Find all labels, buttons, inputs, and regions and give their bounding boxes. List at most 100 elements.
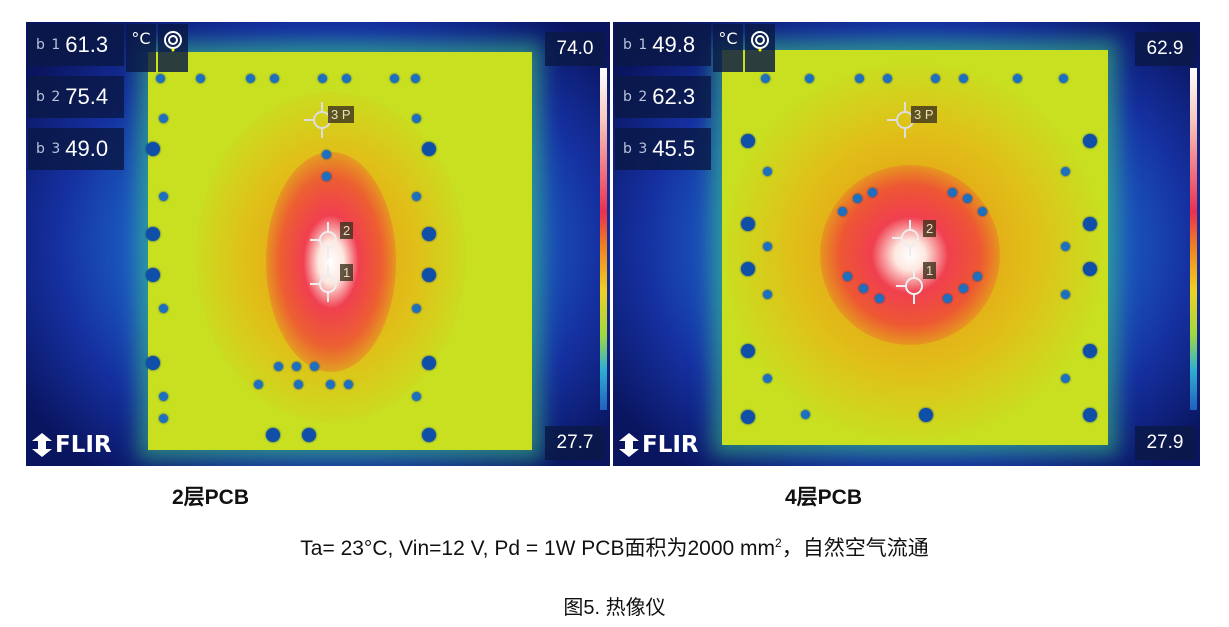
readout-value: 49.8 [652, 32, 696, 57]
via-hole [1083, 134, 1097, 148]
via-hole [254, 380, 263, 389]
via-hole [859, 284, 868, 293]
flir-logo: FLIR [619, 432, 699, 458]
marker-label-1: 1 [923, 262, 937, 279]
test-conditions: Ta= 23°C, Vin=12 V, Pd = 1W PCB面积为2000 m… [0, 532, 1229, 562]
via-hole [422, 356, 436, 370]
marker-label-3p: 3 P [328, 106, 354, 123]
via-hole [741, 262, 755, 276]
hotspot [266, 152, 396, 372]
via-hole [763, 167, 772, 176]
flir-logo-text: FLIR [642, 432, 699, 458]
unit-label: °C [713, 24, 743, 72]
readout-tag: b 1 [623, 37, 649, 53]
via-hole [805, 74, 814, 83]
readout-b2: b 2 62.3 [615, 76, 711, 118]
readout-tag: b 2 [623, 89, 649, 105]
via-hole [763, 290, 772, 299]
conditions-superscript: 2 [775, 536, 782, 550]
via-hole [919, 408, 933, 422]
via-hole [963, 194, 972, 203]
via-hole [159, 392, 168, 401]
marker-label-1: 1 [340, 264, 354, 281]
via-hole [868, 188, 877, 197]
readout-tag: b 1 [36, 37, 62, 53]
via-hole [196, 74, 205, 83]
via-hole [246, 74, 255, 83]
readout-tag: b 3 [36, 141, 62, 157]
via-hole [741, 217, 755, 231]
readout-value: 75.4 [65, 84, 109, 109]
via-hole [741, 410, 755, 424]
via-hole [931, 74, 940, 83]
flir-logo-icon [32, 433, 52, 457]
marker-label-2: 2 [340, 222, 354, 239]
via-hole [1083, 408, 1097, 422]
via-hole [763, 374, 772, 383]
scale-min: 27.9 [1135, 426, 1195, 460]
via-hole [875, 294, 884, 303]
via-hole [973, 272, 982, 281]
via-hole [342, 74, 351, 83]
via-hole [1061, 167, 1070, 176]
via-hole [310, 362, 319, 371]
via-hole [943, 294, 952, 303]
scale-max: 62.9 [1135, 32, 1195, 66]
via-hole [1061, 242, 1070, 251]
readout-value: 62.3 [652, 84, 696, 109]
flir-logo-icon [619, 433, 639, 457]
readout-b3: b 3 49.0 [28, 128, 124, 170]
via-hole [292, 362, 301, 371]
crosshair-icon [308, 220, 348, 260]
scale-min: 27.7 [545, 426, 605, 460]
via-hole [843, 272, 852, 281]
via-hole [883, 74, 892, 83]
via-hole [1013, 74, 1022, 83]
via-hole [801, 410, 810, 419]
via-hole [294, 380, 303, 389]
flir-logo: FLIR [32, 432, 112, 458]
scale-max: 74.0 [545, 32, 605, 66]
via-hole [412, 192, 421, 201]
via-hole [159, 114, 168, 123]
via-hole [1061, 290, 1070, 299]
via-hole [853, 194, 862, 203]
via-hole [146, 142, 160, 156]
target-icon [745, 24, 775, 72]
via-hole [838, 207, 847, 216]
crosshair-icon [894, 266, 934, 306]
via-hole [855, 74, 864, 83]
via-hole [390, 74, 399, 83]
via-hole [741, 134, 755, 148]
via-hole [959, 284, 968, 293]
conditions-tail: ，自然空气流通 [781, 537, 929, 560]
readout-value: 61.3 [65, 32, 109, 57]
via-hole [422, 428, 436, 442]
via-hole [302, 428, 316, 442]
via-hole [322, 172, 331, 181]
via-hole [763, 242, 772, 251]
via-hole [156, 74, 165, 83]
readout-value: 45.5 [652, 136, 696, 161]
via-hole [422, 227, 436, 241]
crosshair-icon [308, 264, 348, 304]
via-hole [959, 74, 968, 83]
marker-label-2: 2 [923, 220, 937, 237]
flir-logo-text: FLIR [55, 432, 112, 458]
caption-2-layer: 2层PCB [172, 486, 250, 509]
via-hole [412, 304, 421, 313]
via-hole [422, 268, 436, 282]
via-hole [422, 142, 436, 156]
readout-tag: b 2 [36, 89, 62, 105]
figure-title: 图5. 热像仪 [563, 597, 666, 619]
via-hole [1083, 262, 1097, 276]
readout-tag: b 3 [623, 141, 649, 157]
caption-4-layer: 4层PCB [785, 486, 863, 509]
via-hole [412, 392, 421, 401]
via-hole [159, 304, 168, 313]
via-hole [948, 188, 957, 197]
via-hole [159, 192, 168, 201]
readout-b2: b 2 75.4 [28, 76, 124, 118]
marker-label-3p: 3 P [911, 106, 937, 123]
unit-label: °C [126, 24, 156, 72]
